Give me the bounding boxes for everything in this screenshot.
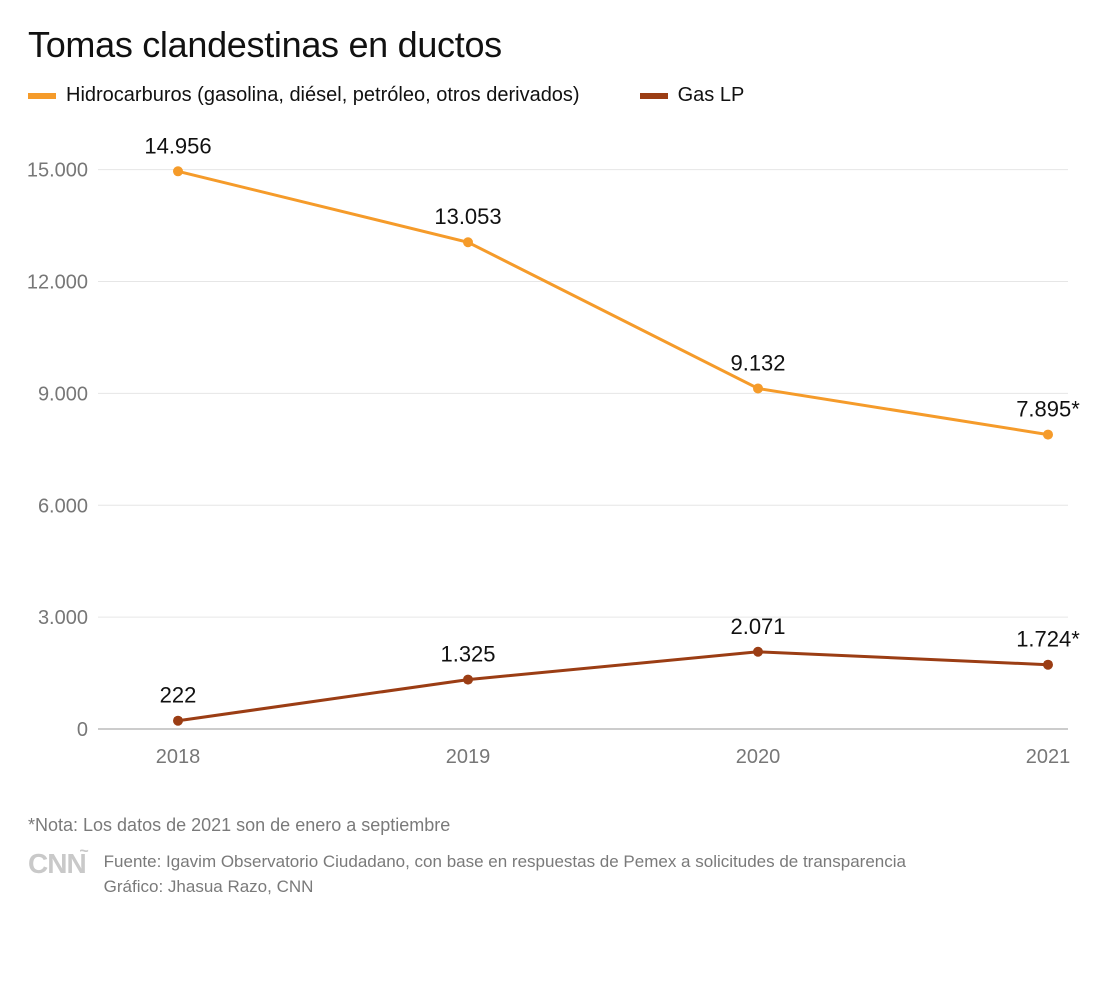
- svg-text:3.000: 3.000: [38, 607, 88, 629]
- cnn-logo-text: CNN: [28, 848, 86, 879]
- svg-text:0: 0: [77, 719, 88, 741]
- svg-text:6.000: 6.000: [38, 495, 88, 517]
- legend-label-gaslp: Gas LP: [678, 84, 745, 107]
- svg-text:2021: 2021: [1026, 746, 1071, 768]
- legend: Hidrocarburos (gasolina, diésel, petróle…: [28, 84, 1082, 107]
- svg-text:1.325: 1.325: [440, 642, 495, 667]
- svg-text:1.724*: 1.724*: [1016, 627, 1080, 652]
- source-line: Fuente: Igavim Observatorio Ciudadano, c…: [104, 850, 906, 875]
- svg-text:2.071: 2.071: [730, 614, 785, 639]
- legend-item-gaslp: Gas LP: [640, 84, 745, 107]
- svg-text:2019: 2019: [446, 746, 491, 768]
- chart-area: 0 3.000 6.000 9.000 12.000 15.000 2018 2019 202…: [28, 131, 1082, 791]
- graphic-credit: Gráfico: Jhasua Razo, CNN: [104, 875, 906, 900]
- chart-svg: 0 3.000 6.000 9.000 12.000 15.000 2018 2019 202…: [28, 131, 1082, 791]
- svg-text:7.895*: 7.895*: [1016, 397, 1080, 422]
- legend-label-hidrocarburos: Hidrocarburos (gasolina, diésel, petróle…: [66, 84, 580, 107]
- legend-swatch-gaslp: [640, 93, 668, 99]
- svg-text:12.000: 12.000: [28, 272, 88, 294]
- chart-footnote: *Nota: Los datos de 2021 son de enero a …: [28, 815, 1082, 836]
- svg-text:9.000: 9.000: [38, 383, 88, 405]
- chart-source: Fuente: Igavim Observatorio Ciudadano, c…: [104, 850, 906, 899]
- cnn-logo-tilde: ~: [79, 844, 87, 860]
- chart-footer: CNN ~ Fuente: Igavim Observatorio Ciudad…: [28, 850, 1082, 899]
- svg-text:222: 222: [160, 683, 197, 708]
- svg-text:15.000: 15.000: [28, 160, 88, 182]
- chart-title: Tomas clandestinas en ductos: [28, 24, 1082, 66]
- legend-item-hidrocarburos: Hidrocarburos (gasolina, diésel, petróle…: [28, 84, 580, 107]
- cnn-logo: CNN ~: [28, 850, 86, 878]
- svg-text:2020: 2020: [736, 746, 781, 768]
- svg-text:14.956: 14.956: [144, 133, 211, 158]
- svg-text:13.053: 13.053: [434, 204, 501, 229]
- svg-text:9.132: 9.132: [730, 350, 785, 375]
- legend-swatch-hidrocarburos: [28, 93, 56, 99]
- svg-text:2018: 2018: [156, 746, 201, 768]
